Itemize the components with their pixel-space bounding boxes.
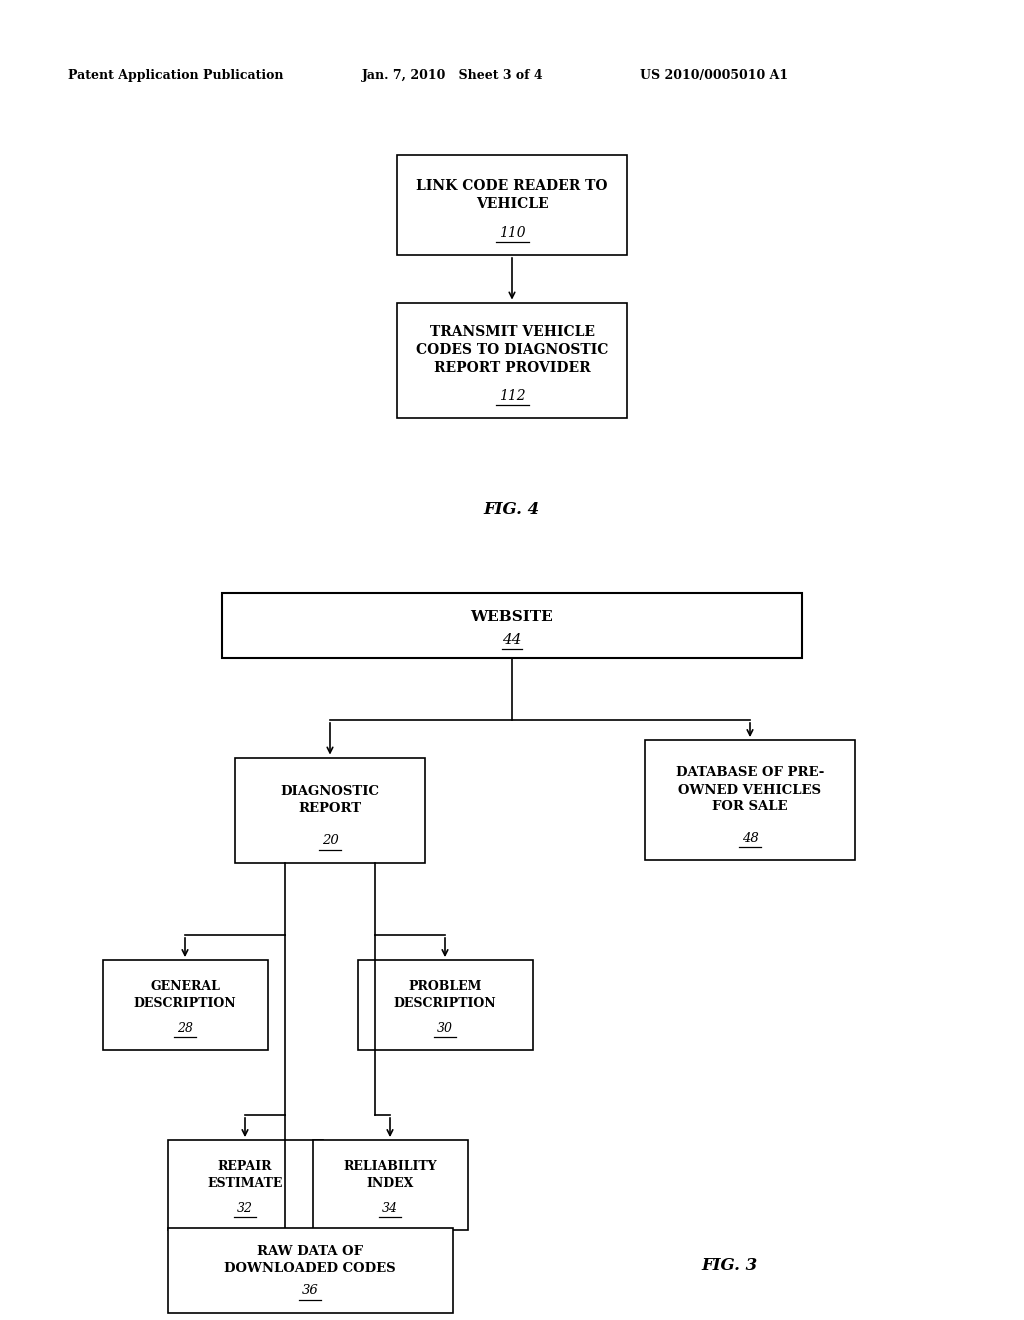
Text: RELIABILITY
INDEX: RELIABILITY INDEX (343, 1160, 437, 1191)
Text: TRANSMIT VEHICLE
CODES TO DIAGNOSTIC
REPORT PROVIDER: TRANSMIT VEHICLE CODES TO DIAGNOSTIC REP… (416, 325, 608, 375)
Text: 36: 36 (302, 1284, 318, 1298)
Text: 110: 110 (499, 226, 525, 240)
Bar (397, 302, 627, 417)
Bar (357, 960, 532, 1049)
Text: GENERAL
DESCRIPTION: GENERAL DESCRIPTION (134, 979, 237, 1010)
Bar (397, 154, 627, 255)
Bar (645, 741, 855, 861)
Text: PROBLEM
DESCRIPTION: PROBLEM DESCRIPTION (393, 979, 497, 1010)
Text: LINK CODE READER TO
VEHICLE: LINK CODE READER TO VEHICLE (416, 178, 608, 211)
Text: 44: 44 (502, 632, 522, 647)
Bar (222, 593, 802, 657)
Text: 48: 48 (741, 832, 759, 845)
Bar (102, 960, 267, 1049)
Text: 30: 30 (437, 1022, 453, 1035)
Bar (234, 758, 425, 862)
Text: US 2010/0005010 A1: US 2010/0005010 A1 (640, 69, 788, 82)
Text: DIAGNOSTIC
REPORT: DIAGNOSTIC REPORT (281, 785, 380, 814)
Text: WEBSITE: WEBSITE (471, 610, 553, 624)
Text: 34: 34 (382, 1201, 398, 1214)
Text: FIG. 4: FIG. 4 (484, 502, 540, 519)
Text: 32: 32 (237, 1201, 253, 1214)
Text: 20: 20 (322, 834, 338, 847)
Text: Jan. 7, 2010   Sheet 3 of 4: Jan. 7, 2010 Sheet 3 of 4 (362, 69, 544, 82)
Text: RAW DATA OF
DOWNLOADED CODES: RAW DATA OF DOWNLOADED CODES (224, 1245, 396, 1275)
Text: 28: 28 (177, 1022, 193, 1035)
Bar (168, 1228, 453, 1312)
Bar (312, 1140, 468, 1230)
Text: DATABASE OF PRE-
OWNED VEHICLES
FOR SALE: DATABASE OF PRE- OWNED VEHICLES FOR SALE (676, 767, 824, 813)
Text: Patent Application Publication: Patent Application Publication (68, 69, 284, 82)
Bar (168, 1140, 323, 1230)
Text: FIG. 3: FIG. 3 (701, 1257, 758, 1274)
Text: 112: 112 (499, 388, 525, 403)
Text: REPAIR
ESTIMATE: REPAIR ESTIMATE (207, 1160, 283, 1191)
